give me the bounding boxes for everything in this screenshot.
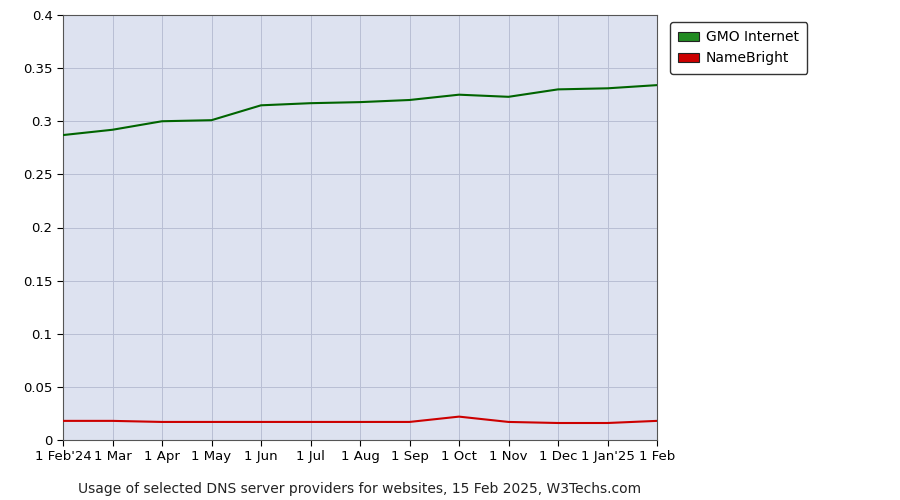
- Legend: GMO Internet, NameBright: GMO Internet, NameBright: [670, 22, 807, 74]
- Text: Usage of selected DNS server providers for websites, 15 Feb 2025, W3Techs.com: Usage of selected DNS server providers f…: [78, 482, 642, 496]
